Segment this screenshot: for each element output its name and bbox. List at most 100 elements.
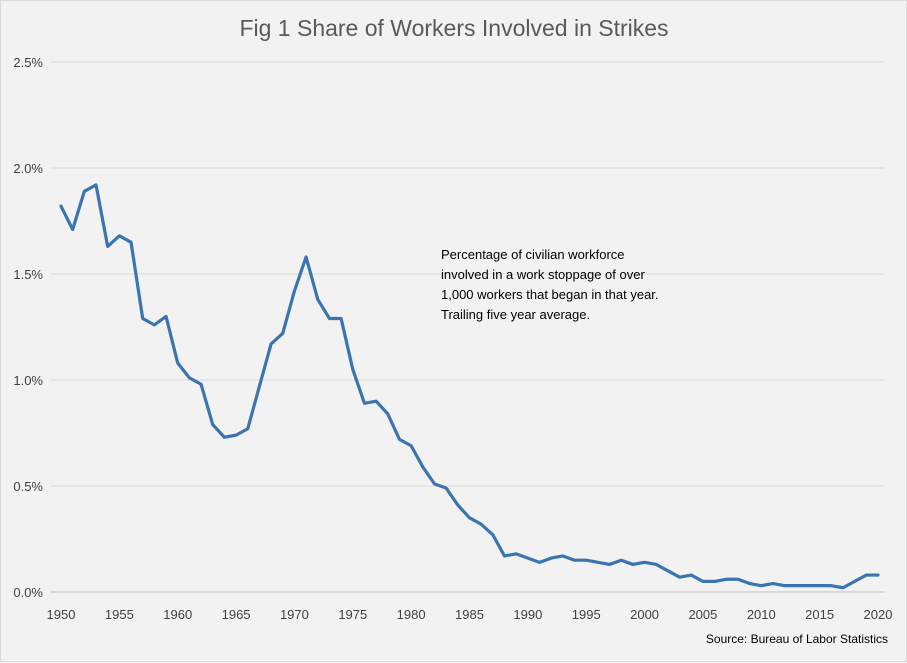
data-point	[363, 402, 366, 405]
data-point	[748, 582, 751, 585]
annotation-line-3: 1,000 workers that began in that year.	[441, 287, 659, 302]
data-point	[106, 245, 109, 248]
data-point	[561, 554, 565, 558]
data-point	[94, 183, 98, 187]
data-point	[386, 412, 389, 416]
data-point	[841, 586, 845, 589]
data-point	[223, 436, 226, 439]
y-tick-label: 0.5%	[13, 479, 43, 494]
x-tick-label: 1975	[338, 607, 367, 622]
data-point	[585, 559, 588, 562]
data-point	[433, 482, 436, 486]
x-tick-label: 1995	[572, 607, 601, 622]
annotation: Percentage of civilian workforce involve…	[441, 247, 659, 322]
x-tick-label: 1965	[222, 607, 251, 622]
data-point	[690, 573, 693, 577]
data-point	[409, 444, 413, 447]
data-point	[573, 559, 576, 562]
data-point	[713, 580, 716, 583]
x-tick-label: 1955	[105, 607, 134, 622]
data-point	[503, 554, 506, 558]
data-point	[818, 584, 821, 587]
x-tick-label: 1960	[163, 607, 192, 622]
data-point	[806, 584, 810, 587]
x-tick-label: 2020	[864, 607, 893, 622]
data-point	[876, 573, 880, 577]
data-point	[118, 234, 121, 238]
data-point	[304, 255, 308, 259]
data-point	[760, 584, 763, 587]
data-point	[328, 317, 331, 320]
data-point	[830, 584, 833, 587]
data-point	[853, 580, 856, 583]
data-point	[398, 438, 401, 441]
data-point	[444, 486, 448, 490]
data-point	[643, 561, 646, 564]
data-point	[771, 582, 775, 585]
data-point	[596, 561, 600, 564]
chart-title: Fig 1 Share of Workers Involved in Strik…	[239, 15, 668, 41]
data-point	[865, 573, 868, 577]
data-point	[188, 376, 191, 380]
annotation-line-4: Trailing five year average.	[441, 307, 590, 322]
x-tick-label: 2005	[688, 607, 717, 622]
data-point	[258, 385, 261, 388]
data-point	[59, 204, 63, 208]
data-point	[701, 580, 705, 583]
data-point	[211, 423, 214, 426]
data-point	[538, 561, 541, 564]
data-point	[783, 584, 786, 587]
y-tick-label: 1.5%	[13, 267, 43, 282]
data-point	[468, 516, 471, 519]
x-tick-label: 1970	[280, 607, 309, 622]
data-point	[164, 315, 168, 318]
annotation-line-1: Percentage of civilian workforce	[441, 247, 625, 262]
y-tick-label: 0.0%	[13, 585, 43, 600]
data-point	[293, 289, 296, 293]
data-point	[316, 298, 319, 301]
data-point	[514, 552, 518, 556]
x-tick-label: 2010	[747, 607, 776, 622]
x-tick-label: 2000	[630, 607, 659, 622]
x-tick-label: 1950	[47, 607, 76, 622]
y-tick-label: 1.0%	[13, 373, 43, 388]
data-point	[83, 190, 86, 193]
data-point	[129, 241, 133, 244]
data-point	[339, 317, 343, 320]
data-point	[608, 563, 611, 566]
y-tick-label: 2.0%	[13, 161, 43, 176]
data-point	[550, 556, 553, 560]
data-point	[736, 578, 740, 581]
data-point	[725, 578, 728, 581]
data-point	[351, 368, 354, 371]
data-point	[176, 361, 179, 365]
x-axis-tick-labels: 1950 1955 1960 1965 1970 1975 1980 1985 1990 1995…	[47, 607, 893, 622]
data-point	[631, 563, 635, 566]
data-point	[246, 427, 249, 430]
annotation-line-2: involved in a work stoppage of over	[441, 267, 645, 282]
data-point	[655, 563, 658, 566]
data-point	[666, 569, 670, 572]
y-tick-label: 2.5%	[13, 55, 43, 70]
data-point	[795, 584, 798, 587]
data-point	[456, 503, 460, 507]
data-point	[491, 533, 495, 536]
series-line	[59, 183, 880, 590]
data-point	[421, 465, 425, 469]
y-axis-tick-labels: 0.0% 0.5% 1.0% 1.5% 2.0% 2.5%	[13, 55, 43, 600]
data-point	[153, 323, 156, 327]
data-point	[141, 317, 144, 320]
data-point	[269, 342, 273, 346]
data-point	[479, 522, 483, 526]
data-point	[620, 559, 623, 562]
x-tick-label: 1980	[397, 607, 426, 622]
data-point	[281, 332, 284, 335]
data-point	[526, 556, 530, 560]
gridlines	[51, 61, 884, 593]
data-point	[678, 575, 681, 579]
x-tick-label: 2015	[805, 607, 834, 622]
data-point	[199, 383, 203, 386]
data-point	[71, 228, 74, 231]
